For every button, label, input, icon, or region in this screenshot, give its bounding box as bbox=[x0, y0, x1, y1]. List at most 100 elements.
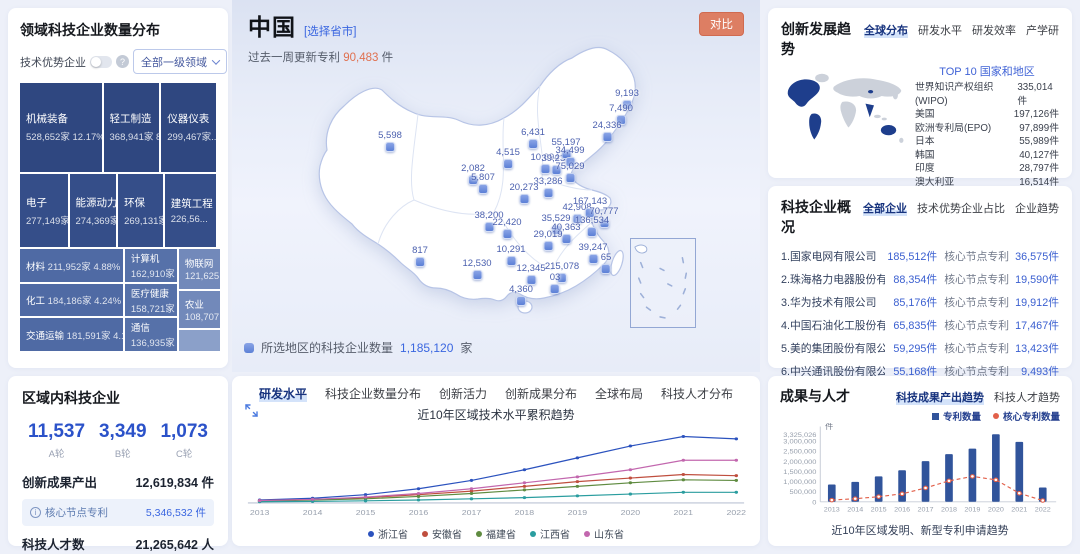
map-marker[interactable]: 12,530 bbox=[462, 258, 492, 280]
treemap-cell[interactable]: 仪器仪表 299,467家... bbox=[161, 83, 216, 172]
legend-item[interactable]: 山东省 bbox=[584, 526, 624, 541]
map-marker[interactable]: 39,247 bbox=[578, 242, 608, 264]
legend-item[interactable]: 安徽省 bbox=[422, 526, 462, 541]
tab-enterprise-distribution[interactable]: 科技企业数量分布 bbox=[324, 387, 421, 401]
tab-talent-distribution[interactable]: 科技人才分布 bbox=[661, 387, 734, 401]
company-row[interactable]: 1.国家电网有限公司 185,512件 核心节点专利 36,575件 bbox=[781, 250, 1059, 263]
field-level-dropdown[interactable]: 全部一级领域 bbox=[133, 49, 227, 74]
map-marker[interactable]: 136,534 bbox=[575, 215, 609, 237]
map-marker[interactable]: 10,291 bbox=[496, 244, 526, 266]
map-marker[interactable]: 03 bbox=[550, 272, 560, 294]
map-marker[interactable]: 35,529 bbox=[541, 213, 571, 235]
legend-item[interactable]: 江西省 bbox=[530, 526, 570, 541]
select-province-link[interactable]: [选择省市] bbox=[304, 26, 357, 38]
map-marker[interactable]: 817 bbox=[412, 245, 428, 267]
company-row[interactable]: 3.华为技术有限公司 85,176件 核心节点专利 19,912件 bbox=[781, 296, 1059, 309]
map-marker[interactable]: 2,082 bbox=[461, 163, 485, 185]
map-marker[interactable]: 29,019 bbox=[533, 229, 563, 251]
treemap-cell[interactable]: 机械装备 528,652家 12.17% bbox=[20, 83, 102, 172]
core-value: 5,346,532 件 bbox=[145, 507, 206, 519]
expand-icon[interactable] bbox=[245, 404, 258, 420]
map-marker[interactable]: 20,273 bbox=[509, 182, 539, 204]
tab-rd-level[interactable]: 研发水平 bbox=[918, 25, 962, 37]
compare-button[interactable]: 对比 bbox=[699, 12, 744, 36]
map-marker[interactable]: 38,200 bbox=[474, 210, 504, 232]
legend-swatch bbox=[476, 530, 482, 537]
svg-text:1,500,000: 1,500,000 bbox=[783, 468, 816, 476]
chevron-down-icon bbox=[211, 55, 221, 65]
legend-label: 专利数量 bbox=[942, 412, 981, 423]
map-marker[interactable]: 39,237 bbox=[541, 153, 571, 175]
tab-achievement-output-trend[interactable]: 科技成果产出趋势 bbox=[896, 389, 984, 405]
tab-industry-academia[interactable]: 产学研 bbox=[1026, 25, 1059, 37]
map-marker[interactable]: 5,807 bbox=[471, 172, 495, 194]
core-patent-pill[interactable]: i 核心节点专利 5,346,532 件 bbox=[22, 499, 214, 526]
map-marker[interactable]: 42,908 bbox=[562, 202, 592, 224]
map-marker[interactable]: 24,336 bbox=[592, 120, 622, 142]
tab-talent-trend[interactable]: 科技人才趋势 bbox=[994, 392, 1060, 404]
tab-achievement-distribution[interactable]: 创新成果分布 bbox=[505, 387, 578, 401]
tab-innovation-vitality[interactable]: 创新活力 bbox=[438, 387, 487, 401]
company-list: 1.国家电网有限公司 185,512件 核心节点专利 36,575件 2.珠海格力电器… bbox=[781, 244, 1059, 382]
treemap-cell[interactable]: 环保269,131家 ... bbox=[118, 173, 163, 248]
tech-advantage-toggle[interactable] bbox=[90, 55, 112, 68]
map-marker[interactable]: 5,598 bbox=[378, 130, 402, 152]
map-marker-icon bbox=[502, 229, 512, 239]
legend-item[interactable]: 福建省 bbox=[476, 526, 516, 541]
map-marker[interactable]: 75,029 bbox=[555, 161, 585, 183]
map-marker-value: 39,237 bbox=[541, 153, 571, 164]
treemap-cell[interactable]: 建筑工程 226,56... bbox=[164, 173, 216, 248]
legend-item[interactable]: 专利数量 bbox=[931, 409, 981, 423]
map-marker-icon bbox=[472, 270, 482, 280]
treemap-cell[interactable]: 化工 184,186家 4.24% bbox=[20, 283, 123, 317]
help-icon[interactable]: ? bbox=[116, 55, 129, 68]
map-marker[interactable]: 70,777 bbox=[589, 206, 619, 228]
tab-global-layout[interactable]: 全球布局 bbox=[595, 387, 644, 401]
map-marker[interactable]: 215,078 bbox=[545, 261, 579, 283]
map-marker[interactable]: 65 bbox=[600, 252, 611, 274]
map-marker[interactable]: 7,490 bbox=[609, 103, 633, 125]
map-marker[interactable]: 34,499 bbox=[555, 145, 585, 167]
map-marker-value: 35,529 bbox=[541, 213, 571, 224]
weekly-patent-count: 90,483 bbox=[343, 52, 379, 64]
tab-rd-level[interactable]: 研发水平 bbox=[258, 385, 307, 402]
tab-all-companies[interactable]: 全部企业 bbox=[863, 200, 907, 216]
map-marker-value: 75,029 bbox=[555, 161, 585, 172]
tab-rd-efficiency[interactable]: 研发效率 bbox=[972, 25, 1016, 37]
map-marker[interactable]: 12,345 bbox=[516, 263, 546, 285]
map-marker[interactable]: 9,193 bbox=[615, 88, 639, 110]
tab-tech-advantage-ratio[interactable]: 技术优势企业占比 bbox=[917, 203, 1005, 215]
tab-global-distribution[interactable]: 全球分布 bbox=[864, 22, 908, 38]
svg-text:2022: 2022 bbox=[1035, 507, 1051, 514]
top10-row: 印度 28,797件 bbox=[915, 163, 1059, 174]
tab-company-trend[interactable]: 企业趋势 bbox=[1015, 203, 1059, 215]
map-marker[interactable]: 6,431 bbox=[521, 127, 545, 149]
treemap-cell[interactable] bbox=[178, 330, 220, 352]
map-marker[interactable]: 4,360 bbox=[509, 284, 533, 306]
legend-item[interactable]: 浙江省 bbox=[368, 526, 408, 541]
map-marker[interactable]: 22,420 bbox=[492, 217, 522, 239]
map-marker-icon bbox=[600, 264, 611, 274]
svg-text:2021: 2021 bbox=[674, 508, 694, 516]
map-marker[interactable]: 40,363 bbox=[551, 222, 581, 244]
map-marker[interactable]: 4,515 bbox=[496, 147, 520, 169]
map-marker[interactable]: 167,143 bbox=[573, 196, 607, 218]
treemap-cell[interactable]: 材料 211,952家 4.88% bbox=[20, 249, 123, 282]
legend-item[interactable]: 核心专利数量 bbox=[992, 409, 1060, 423]
map-marker-value: 42,908 bbox=[562, 202, 592, 213]
map-marker[interactable]: 10,094 bbox=[530, 152, 560, 174]
map-marker[interactable]: 33,286 bbox=[533, 176, 563, 198]
treemap-cell[interactable]: 交通运输 181,591家 4.18% bbox=[20, 318, 123, 351]
